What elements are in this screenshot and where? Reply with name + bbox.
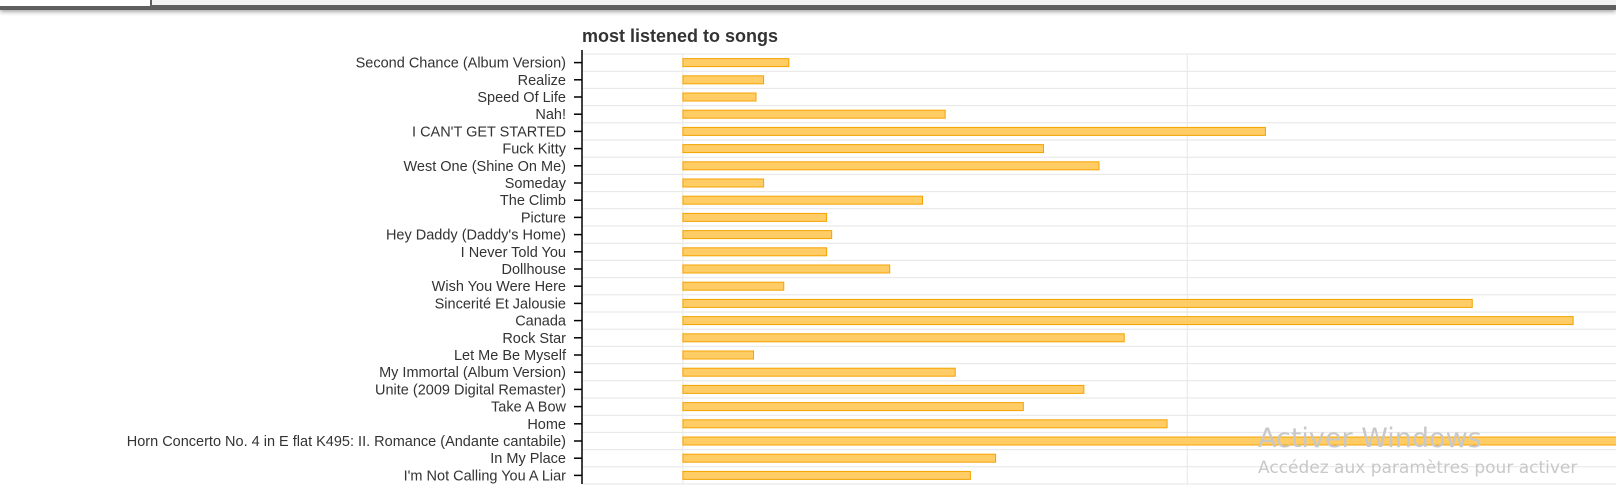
browser-tab[interactable] bbox=[0, 0, 150, 6]
bar bbox=[682, 247, 828, 257]
bar bbox=[682, 161, 1100, 171]
bar bbox=[682, 126, 1266, 136]
bar bbox=[682, 316, 1574, 326]
bar bbox=[682, 436, 1616, 446]
y-tick-label: My Immortal (Album Version) bbox=[379, 365, 566, 381]
bar bbox=[682, 144, 1045, 154]
bar bbox=[682, 333, 1125, 343]
y-tick-label: Picture bbox=[521, 210, 566, 226]
bar bbox=[682, 384, 1085, 394]
y-tick-label: Hey Daddy (Daddy's Home) bbox=[386, 228, 566, 244]
y-tick-label: I CAN'T GET STARTED bbox=[412, 124, 566, 140]
bar bbox=[682, 264, 891, 274]
bar bbox=[682, 212, 828, 222]
y-tick-label: Fuck Kitty bbox=[502, 142, 566, 158]
y-tick-label: Wish You Were Here bbox=[432, 279, 566, 295]
bar bbox=[682, 109, 946, 119]
y-tick-label: I Never Told You bbox=[461, 245, 566, 261]
bars bbox=[682, 58, 1616, 480]
bar bbox=[682, 350, 754, 360]
bar bbox=[682, 281, 785, 291]
bar bbox=[682, 230, 833, 240]
address-strip bbox=[152, 0, 1616, 5]
y-tick-label: Unite (2009 Digital Remaster) bbox=[375, 382, 566, 398]
y-tick-label: Sincerité Et Jalousie bbox=[435, 296, 566, 312]
bar bbox=[682, 92, 757, 102]
watermark-title: Activer Windows bbox=[1258, 423, 1482, 454]
y-tick-label: Speed Of Life bbox=[477, 90, 566, 106]
y-tick-label: Home bbox=[527, 417, 566, 433]
horizontal-bar-chart: most listened to songs Second Chance (Al… bbox=[127, 26, 1616, 485]
y-tick-label: Nah! bbox=[535, 107, 566, 123]
y-tick-label: Rock Star bbox=[502, 331, 566, 347]
y-tick-label: Take A Bow bbox=[491, 400, 566, 416]
y-tick-label: Second Chance (Album Version) bbox=[356, 56, 566, 72]
y-tick-label: Horn Concerto No. 4 in E flat K495: II. … bbox=[127, 434, 566, 450]
bar bbox=[682, 195, 923, 205]
browser-top-bar bbox=[0, 0, 1616, 10]
y-tick-label: Realize bbox=[518, 73, 566, 89]
watermark-subtitle: Accédez aux paramètres pour activer bbox=[1258, 458, 1578, 478]
bar bbox=[682, 75, 765, 85]
y-tick-label: Dollhouse bbox=[502, 262, 567, 278]
y-tick-label: Let Me Be Myself bbox=[454, 348, 567, 364]
activation-watermark: Activer Windows Accédez aux paramètres p… bbox=[1258, 423, 1577, 478]
y-tick-label: I'm Not Calling You A Liar bbox=[404, 468, 567, 484]
grid-lines bbox=[582, 53, 1616, 485]
bar bbox=[682, 298, 1473, 308]
y-axis: Second Chance (Album Version)RealizeSpee… bbox=[127, 50, 583, 484]
bar bbox=[682, 58, 790, 68]
y-tick-label: West One (Shine On Me) bbox=[403, 159, 566, 175]
y-tick-label: In My Place bbox=[490, 451, 566, 467]
bar bbox=[682, 419, 1168, 429]
y-tick-label: The Climb bbox=[500, 193, 566, 209]
y-tick-label: Someday bbox=[505, 176, 567, 192]
bar bbox=[682, 367, 956, 377]
bar bbox=[682, 470, 971, 480]
bar bbox=[682, 178, 765, 188]
bar bbox=[682, 402, 1024, 412]
chart-title: most listened to songs bbox=[582, 26, 778, 46]
y-tick-label: Canada bbox=[515, 314, 567, 330]
bar bbox=[682, 453, 997, 463]
